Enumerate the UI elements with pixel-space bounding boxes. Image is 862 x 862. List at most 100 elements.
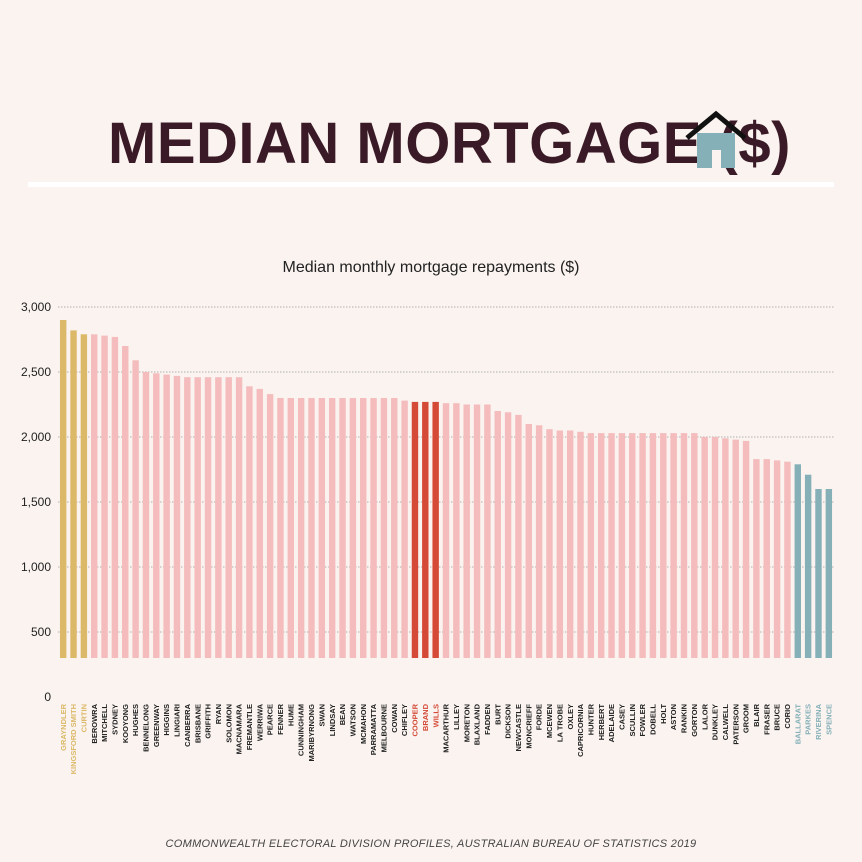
y-tick-label: 500 (31, 625, 51, 639)
bar (266, 394, 274, 658)
x-tick-label: BURT (493, 704, 502, 725)
x-tick-label: LINGIARI (173, 704, 182, 737)
x-tick-label: CALWELL (721, 704, 730, 741)
x-tick-label: BLAXLAND (473, 703, 482, 745)
x-tick-label: HOLT (659, 704, 668, 724)
bar (442, 403, 450, 658)
bar (360, 398, 367, 658)
x-tick-label: WERRIWA (255, 703, 264, 741)
y-tick-label: 0 (44, 690, 51, 704)
x-tick-label: FADDEN (483, 704, 492, 735)
x-tick-label: RIVERINA (814, 703, 823, 739)
bar (256, 388, 263, 658)
bar (525, 424, 532, 658)
x-tick-label: BRISBANE (193, 704, 202, 743)
x-tick-label: FREMANTLE (245, 704, 254, 750)
x-tick-label: LINDSAY (328, 704, 337, 736)
chart-title: Median monthly mortgage repayments ($) (282, 259, 580, 276)
x-tick-label: CUNNINGHAM (297, 704, 306, 756)
bar (432, 401, 439, 658)
bar (597, 433, 605, 658)
bar (680, 433, 688, 658)
bar (453, 403, 460, 658)
bar (463, 404, 470, 658)
x-tick-label: MARIBYRNONG (307, 704, 316, 762)
bar (59, 320, 67, 658)
bar (494, 411, 501, 658)
bar (339, 398, 346, 658)
x-tick-label: SYDNEY (111, 704, 120, 735)
bar (173, 375, 181, 658)
bar (287, 398, 295, 658)
bar (701, 437, 708, 658)
x-tick-label: HUGHES (131, 704, 140, 736)
house-door (712, 150, 721, 168)
x-tick-label: SOLOMON (224, 704, 233, 743)
x-tick-label: MCEWEN (545, 704, 554, 738)
bar (80, 334, 88, 658)
bar (566, 430, 574, 658)
source-note: COMMONWEALTH ELECTORAL DIVISION PROFILES… (165, 838, 697, 850)
x-tick-label: FOWLER (638, 703, 647, 736)
x-tick-label: BALLARAT (793, 704, 802, 745)
bar (370, 398, 377, 658)
bar (815, 489, 822, 658)
x-tick-label: MORETON (462, 704, 471, 742)
bar (225, 377, 232, 658)
bar (132, 360, 139, 658)
x-tick-label: HUME (286, 704, 295, 726)
y-tick-label: 3,000 (21, 300, 51, 314)
bar (204, 377, 212, 658)
x-tick-label: RANKIN (680, 704, 689, 733)
x-tick-label: GREENWAY (152, 704, 161, 747)
x-tick-label: COOPER (411, 703, 420, 736)
x-tick-label: CORIO (783, 704, 792, 729)
x-tick-label: GRAYNDLER (59, 703, 68, 750)
x-tick-label: ADELAIDE (607, 704, 616, 742)
x-tick-label: MITCHELL (100, 704, 109, 742)
bar (660, 433, 667, 658)
x-tick-label: CAPRICORNIA (576, 703, 585, 757)
bar (504, 412, 512, 658)
bar (380, 398, 388, 658)
bar (70, 330, 77, 658)
x-tick-label: NEWCASTLE (514, 704, 523, 752)
x-tick-label: FORDE (535, 704, 544, 730)
bar (349, 398, 357, 658)
bar (235, 377, 243, 658)
bar (184, 377, 191, 658)
bar (546, 429, 553, 658)
bar (825, 489, 833, 658)
bar (804, 474, 812, 658)
bar (722, 438, 729, 658)
bar (328, 398, 336, 658)
x-tick-label: RYAN (214, 704, 223, 724)
x-tick-label: KOOYONG (121, 704, 130, 743)
bar (753, 459, 760, 658)
x-tick-label: MCMAHON (359, 704, 368, 744)
x-tick-label: PARKES (804, 704, 813, 735)
x-tick-label: GRIFFITH (204, 704, 213, 739)
x-tick-label: MACNAMARA (235, 703, 244, 754)
x-tick-label: GORTON (690, 704, 699, 737)
x-tick-label: WATSON (348, 704, 357, 736)
x-tick-label: FRASER (762, 703, 771, 734)
page-title: MEDIAN MORTGAGE ($) (108, 111, 791, 176)
bar (794, 464, 801, 658)
bar (411, 401, 419, 658)
bar (608, 433, 615, 658)
bar (111, 336, 119, 658)
bar (742, 440, 750, 658)
bar (587, 433, 595, 658)
bar (535, 425, 543, 658)
bar (308, 398, 315, 658)
x-tick-label: DICKSON (504, 704, 513, 739)
x-tick-label: MELBOURNE (380, 704, 389, 752)
x-tick-label: BRAND (421, 703, 430, 731)
bar (691, 433, 698, 658)
x-tick-label: HERBERT (597, 704, 606, 741)
x-tick-label: DOBELL (649, 704, 658, 735)
bar (101, 335, 108, 658)
bar (318, 398, 326, 658)
